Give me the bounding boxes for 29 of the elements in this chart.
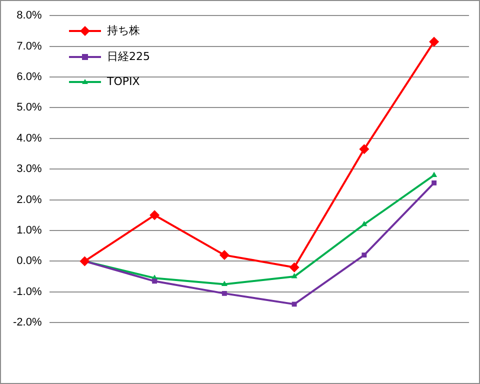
y-tick-label: 6.0% (16, 71, 42, 84)
point (359, 144, 370, 154)
legend-label: 日経225 (107, 49, 150, 64)
point (429, 36, 440, 47)
point (289, 262, 300, 272)
y-tick-label: 7.0% (16, 40, 42, 52)
point (361, 220, 368, 226)
point (362, 252, 367, 258)
y-tick-label: 3.0% (16, 163, 42, 176)
y-tick-label: -2.0% (12, 316, 42, 329)
y-tick-label: 5.0% (16, 102, 42, 114)
y-tick-label: -1.0% (12, 286, 42, 298)
point (219, 250, 230, 260)
point (152, 278, 158, 284)
point (221, 280, 228, 286)
point (292, 302, 297, 307)
point (432, 180, 437, 186)
point (431, 172, 438, 177)
point (222, 290, 227, 296)
legend-label: TOPIX (107, 75, 140, 88)
point (80, 256, 90, 266)
y-tick-label: 1.0% (16, 224, 42, 237)
point (150, 210, 160, 220)
legend-label: 持ち株 (107, 23, 140, 38)
point (291, 273, 298, 278)
y-tick-label: 4.0% (16, 132, 42, 144)
y-tick-label: 0.0% (16, 255, 42, 268)
y-tick-label: 2.0% (16, 194, 42, 206)
y-tick-label: 8.0% (16, 10, 42, 22)
